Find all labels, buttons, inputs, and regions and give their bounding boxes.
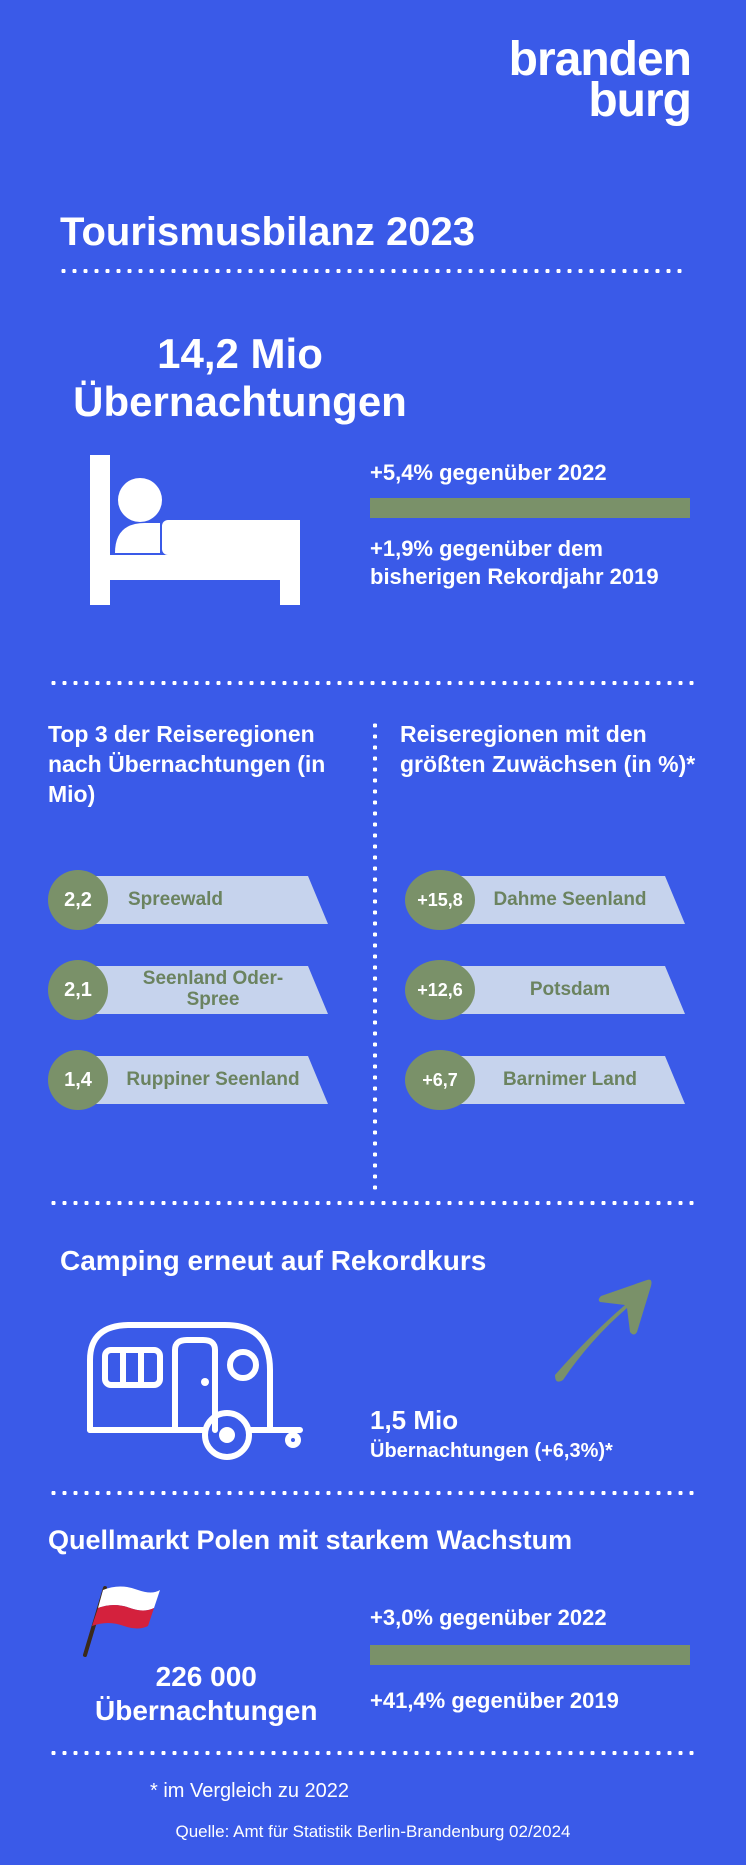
- poland-delta-2019: +41,4% gegenüber 2019: [370, 1688, 619, 1714]
- stat-bar: [370, 1645, 690, 1665]
- region-label: Ruppiner Seenland: [118, 1050, 308, 1110]
- brand-logo: branden burg: [478, 40, 691, 122]
- poland-delta-2022: +3,0% gegenüber 2022: [370, 1605, 607, 1631]
- region-row: 2,2 Spreewald: [48, 870, 338, 930]
- region-label: Spreewald: [128, 870, 308, 930]
- growth-value: +15,8: [405, 870, 475, 930]
- col-right-header: Reiseregionen mit den größten Zuwächsen …: [400, 720, 700, 780]
- brand-line2: burg: [478, 81, 691, 122]
- divider: [48, 1490, 698, 1496]
- region-row: 2,1 Seenland Oder-Spree: [48, 960, 338, 1020]
- overnight-label: Übernachtungen: [73, 378, 407, 425]
- region-value: 2,1: [48, 960, 108, 1020]
- growth-row: +15,8 Dahme Seenland: [405, 870, 695, 930]
- growth-value: +6,7: [405, 1050, 475, 1110]
- divider: [48, 680, 698, 686]
- poland-flag-icon: [70, 1580, 165, 1665]
- overnight-value: 14,2 Mio: [157, 330, 323, 377]
- overnight-delta-2022: +5,4% gegenüber 2022: [370, 460, 690, 486]
- divider: [48, 1200, 698, 1206]
- caravan-icon: [75, 1310, 305, 1470]
- bed-icon: [90, 445, 300, 615]
- region-row: 1,4 Ruppiner Seenland: [48, 1050, 338, 1110]
- source: Quelle: Amt für Statistik Berlin-Branden…: [0, 1822, 746, 1842]
- footnote: * im Vergleich zu 2022: [150, 1780, 349, 1803]
- divider-vertical: [372, 720, 378, 1190]
- camping-title: Camping erneut auf Rekordkurs: [60, 1245, 486, 1277]
- overnight-headline: 14,2 Mio Übernachtungen: [60, 330, 420, 427]
- col-left-header: Top 3 der Reiseregionen nach Übernachtun…: [48, 720, 348, 810]
- divider: [48, 1750, 698, 1756]
- divider: [58, 268, 688, 274]
- page-title: Tourismusbilanz 2023: [60, 210, 475, 255]
- growth-label: Potsdam: [475, 960, 665, 1020]
- growth-row: +12,6 Potsdam: [405, 960, 695, 1020]
- poland-label: Übernachtungen: [95, 1695, 317, 1726]
- growth-row: +6,7 Barnimer Land: [405, 1050, 695, 1110]
- region-value: 2,2: [48, 870, 108, 930]
- growth-value: +12,6: [405, 960, 475, 1020]
- poland-value: 226 000: [156, 1661, 257, 1692]
- stat-bar: [370, 498, 690, 518]
- region-value: 1,4: [48, 1050, 108, 1110]
- camping-sub: Übernachtungen (+6,3%)*: [370, 1440, 613, 1463]
- region-label: Seenland Oder-Spree: [118, 960, 308, 1020]
- camping-value: 1,5 Mio: [370, 1405, 458, 1436]
- overnight-delta-2019: +1,9% gegenüber dem bisherigen Rekordjah…: [370, 535, 690, 590]
- growth-label: Barnimer Land: [475, 1050, 665, 1110]
- arrow-icon: [535, 1260, 665, 1390]
- poland-title: Quellmarkt Polen mit starkem Wachstum: [48, 1525, 572, 1556]
- poland-stat: 226 000 Übernachtungen: [95, 1660, 317, 1727]
- growth-label: Dahme Seenland: [475, 870, 665, 930]
